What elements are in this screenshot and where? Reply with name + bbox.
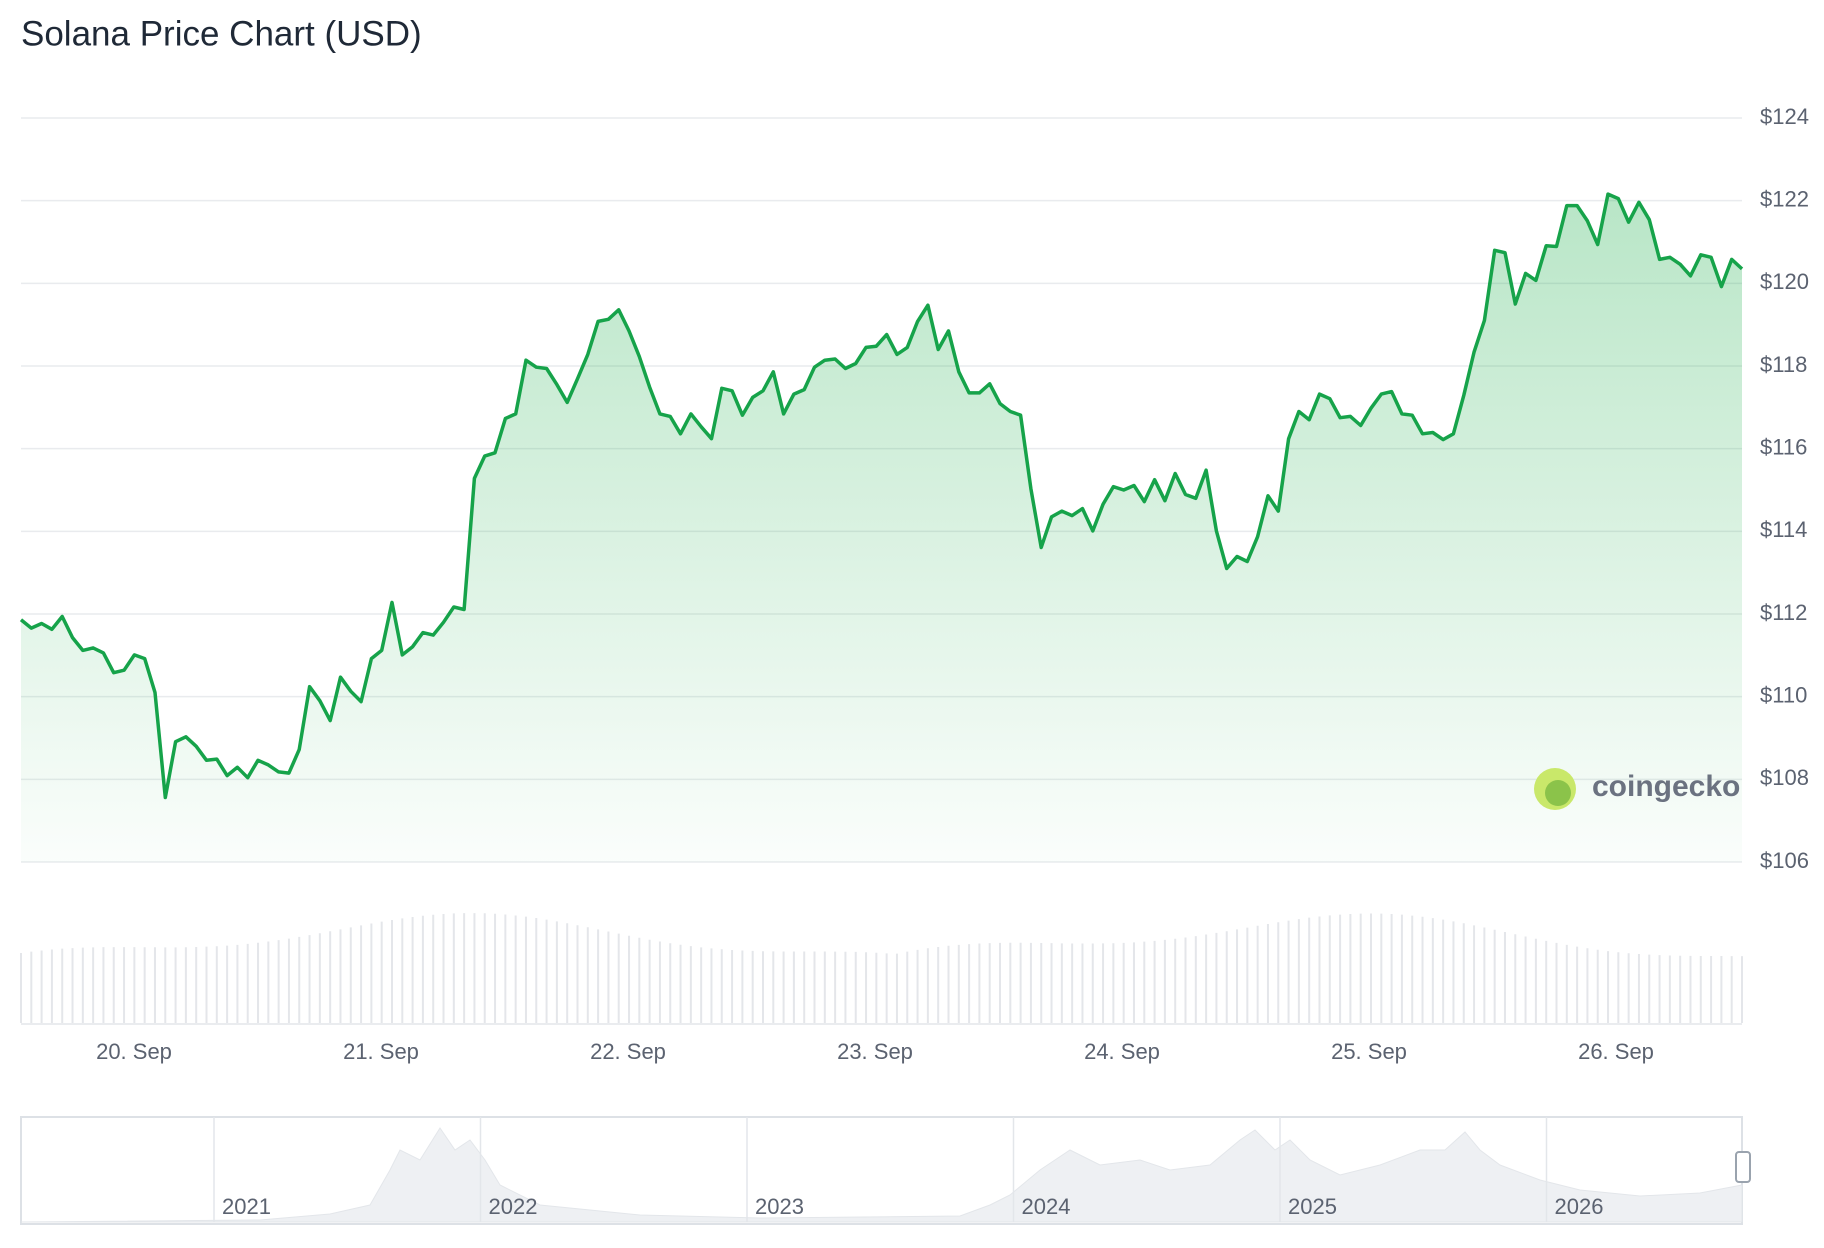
x-tick-label: 25. Sep bbox=[1331, 1039, 1407, 1064]
navigator-label: 2024 bbox=[1022, 1194, 1071, 1219]
logo-inner bbox=[1545, 780, 1571, 806]
navigator-label: 2025 bbox=[1288, 1194, 1337, 1219]
x-tick-label: 22. Sep bbox=[590, 1039, 666, 1064]
area bbox=[21, 194, 1742, 863]
watermark-text: coingecko bbox=[1592, 770, 1740, 803]
x-tick-label: 26. Sep bbox=[1578, 1039, 1654, 1064]
volume bbox=[20, 913, 1743, 1025]
chart-title: Solana Price Chart (USD) bbox=[21, 14, 422, 53]
y-tick-label: $124 bbox=[1760, 104, 1809, 129]
navigator-labels: 2021 2022 2023 2024 2025 2026 bbox=[213, 1117, 1604, 1222]
y-tick-label: $118 bbox=[1760, 352, 1807, 377]
x-tick-label: 21. Sep bbox=[343, 1039, 419, 1064]
y-tick-label: $108 bbox=[1760, 765, 1809, 790]
x-tick-label: 24. Sep bbox=[1084, 1039, 1160, 1064]
navigator-handle[interactable] bbox=[1735, 1151, 1751, 1183]
navigator-label: 2023 bbox=[755, 1194, 804, 1219]
y-tick-label: $120 bbox=[1760, 269, 1809, 294]
navigator-label: 2021 bbox=[222, 1194, 271, 1219]
y-tick-label: $122 bbox=[1760, 186, 1809, 211]
navigator-label: 2022 bbox=[489, 1194, 538, 1219]
x-tick-label: 20. Sep bbox=[96, 1039, 172, 1064]
y-tick-label: $110 bbox=[1760, 682, 1807, 707]
navigator: 2021 2022 2023 2024 2025 2026 bbox=[20, 1116, 1751, 1225]
x-tick-label: 23. Sep bbox=[837, 1039, 913, 1064]
y-tick-label: $114 bbox=[1760, 517, 1807, 542]
price-line bbox=[19, 192, 1744, 800]
y-tick-label: $106 bbox=[1760, 848, 1809, 873]
watermark: coingecko bbox=[1534, 768, 1740, 810]
y-tick-label: $116 bbox=[1760, 434, 1807, 459]
plot bbox=[19, 192, 1744, 863]
y-tick-label: $112 bbox=[1760, 600, 1807, 625]
navigator-label: 2026 bbox=[1555, 1194, 1604, 1219]
navigator-area bbox=[20, 1127, 1743, 1223]
